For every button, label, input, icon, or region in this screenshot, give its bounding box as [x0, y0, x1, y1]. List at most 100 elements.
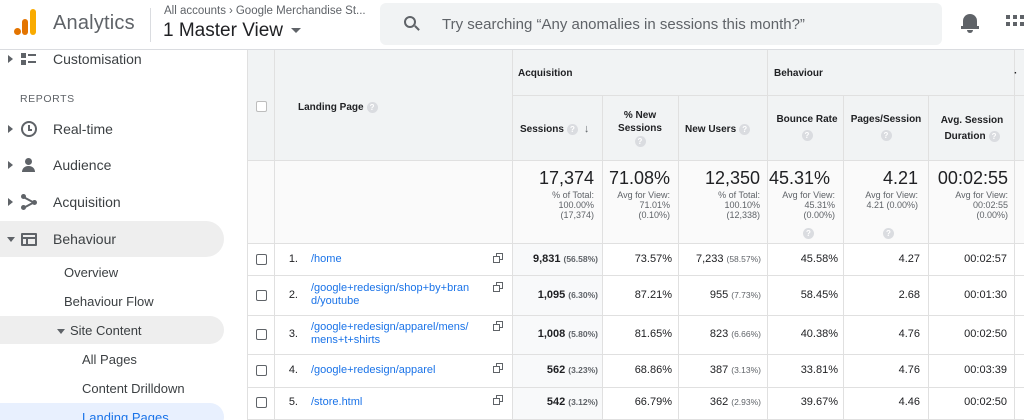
open-page-icon[interactable] — [493, 321, 504, 331]
help-icon[interactable]: ? — [739, 123, 751, 135]
column-header-bounce-rate[interactable]: Bounce Rate? — [776, 114, 838, 141]
help-icon[interactable]: ? — [566, 123, 578, 135]
app-name: Analytics — [53, 12, 135, 34]
landing-page-link[interactable]: /google+redesign/shop+by+bran d/youtube — [311, 282, 470, 307]
new-sessions-cell: 68.86% — [634, 364, 672, 376]
sidebar-item-realtime[interactable]: Real-time — [0, 111, 247, 147]
select-all-checkbox[interactable] — [256, 101, 267, 112]
landing-page-link[interactable]: /google+redesign/apparel/mens/mens+t+shi… — [311, 321, 469, 346]
search-input[interactable] — [442, 3, 922, 45]
view-selector[interactable]: 1 Master View — [163, 20, 302, 42]
avg-duration-cell: 00:02:50 — [964, 328, 1007, 340]
bounce-rate-cell: 58.45% — [800, 289, 838, 301]
row-checkbox[interactable] — [256, 329, 267, 340]
header-divider — [150, 8, 151, 42]
sidebar-item-acquisition[interactable]: Acquisition — [0, 184, 247, 220]
help-icon[interactable]: ? — [883, 228, 894, 239]
open-page-icon[interactable] — [493, 395, 504, 405]
total-new-users-note: % of Total: 100.10% (12,338) — [718, 190, 760, 220]
site-content-highlight — [0, 316, 224, 344]
column-header-landing-page[interactable]: Landing Page? — [298, 101, 378, 114]
view-title: 1 Master View — [163, 20, 284, 41]
breadcrumb-account[interactable]: Google Merchandise St... — [235, 5, 366, 17]
landing-page-link[interactable]: /store.html — [311, 396, 363, 408]
help-icon[interactable]: ? — [801, 129, 813, 141]
bell-icon[interactable] — [961, 13, 979, 33]
pages-session-cell: 4.27 — [898, 253, 920, 265]
sidebar-subitem-overview[interactable]: Overview — [64, 265, 119, 280]
landing-page-link[interactable]: /home — [311, 253, 342, 265]
bounce-rate-cell: 39.67% — [800, 396, 838, 408]
open-page-icon[interactable] — [493, 253, 504, 263]
reports-section-label: REPORTS — [20, 93, 75, 105]
total-pages-session: 4.21 — [882, 168, 918, 188]
row-checkbox[interactable] — [256, 254, 267, 265]
person-icon — [21, 157, 37, 173]
sidebar-subitem-site-content[interactable]: Site Content — [57, 323, 142, 338]
new-sessions-cell: 73.57% — [634, 253, 672, 265]
new-sessions-cell: 87.21% — [634, 289, 672, 301]
column-header-new-users[interactable]: New Users? — [685, 123, 751, 136]
pages-session-cell: 4.46 — [898, 396, 920, 408]
totals-row-bg — [248, 160, 1024, 243]
sidebar-subitem-behaviour-flow[interactable]: Behaviour Flow — [64, 294, 154, 309]
sidebar-subitem-landing-pages[interactable]: Landing Pages — [82, 410, 169, 420]
help-icon[interactable]: ? — [366, 101, 378, 113]
sidebar-item-customisation[interactable]: Customisation — [0, 50, 247, 77]
sidebar-subitem-all-pages[interactable]: All Pages — [82, 352, 137, 367]
analytics-logo[interactable] — [14, 9, 38, 35]
sort-down-icon[interactable]: ↓ — [583, 123, 590, 135]
row-checkbox[interactable] — [256, 397, 267, 408]
sidebar-item-audience[interactable]: Audience — [0, 147, 247, 183]
pages-session-cell: 4.76 — [898, 364, 920, 376]
pages-session-cell: 4.76 — [898, 328, 920, 340]
sessions-cell: 9,831 (56.58%) — [532, 253, 598, 265]
sidebar-item-behaviour[interactable]: Behaviour — [0, 221, 224, 257]
row-number: 2. — [288, 289, 298, 301]
help-icon[interactable]: ? — [803, 228, 814, 239]
help-icon[interactable]: ? — [634, 135, 646, 147]
open-page-icon[interactable] — [493, 363, 504, 373]
help-icon[interactable]: ? — [988, 130, 1000, 142]
row-checkbox[interactable] — [256, 290, 267, 301]
open-page-icon[interactable] — [493, 282, 504, 292]
sidebar-item-label: Audience — [53, 157, 112, 173]
logo-bar-small — [14, 28, 21, 35]
sidebar-subitem-content-drilldown[interactable]: Content Drilldown — [82, 381, 185, 396]
bounce-rate-cell: 33.81% — [800, 364, 838, 376]
new-users-cell: 823 (6.66%) — [709, 328, 761, 340]
sidebar-item-label: Behaviour — [53, 231, 117, 247]
column-header-pages-session[interactable]: Pages/Session? — [850, 114, 922, 141]
breadcrumb[interactable]: All accounts › Google Merchandise St... — [164, 5, 369, 17]
site-content-label: Site Content — [70, 323, 142, 338]
new-sessions-cell: 81.65% — [634, 328, 672, 340]
avg-duration-cell: 00:03:39 — [964, 364, 1007, 376]
logo-bar-medium — [22, 19, 28, 35]
column-header-new-sessions[interactable]: % New Sessions? — [618, 110, 662, 147]
column-header-sessions[interactable]: Sessions? ↓ — [520, 123, 590, 135]
avg-duration-cell: 00:02:50 — [964, 396, 1007, 408]
expand-arrow-icon — [8, 125, 13, 133]
avg-duration-cell: 00:02:57 — [964, 253, 1007, 265]
new-users-cell: 387 (3.13%) — [709, 364, 761, 376]
landing-page-link[interactable]: /google+redesign/apparel — [311, 364, 436, 376]
sorted-column-bg — [512, 243, 602, 420]
new-sessions-cell: 66.79% — [634, 396, 672, 408]
collapse-arrow-icon — [7, 237, 15, 242]
apps-grid-icon[interactable] — [1006, 15, 1024, 33]
column-header-avg-duration[interactable]: Avg. Session Duration? — [940, 115, 1004, 142]
help-icon[interactable]: ? — [880, 129, 892, 141]
chevron-right-icon: › — [229, 5, 233, 17]
row-number: 1. — [288, 253, 298, 265]
group-header-next: · — [1014, 68, 1018, 79]
total-sessions-note: % of Total: 100.00% (17,374) — [552, 190, 594, 220]
row-checkbox[interactable] — [256, 365, 267, 376]
top-header: Analytics All accounts › Google Merchandis… — [0, 0, 1024, 50]
sessions-cell: 1,008 (5.80%) — [537, 328, 598, 340]
sessions-cell: 562 (3.23%) — [546, 364, 598, 376]
sidebar-item-label: Real-time — [53, 121, 113, 137]
search-bar[interactable] — [380, 3, 942, 45]
clock-icon — [21, 121, 37, 137]
breadcrumb-root[interactable]: All accounts — [164, 5, 227, 17]
landing-pages-highlight — [0, 403, 224, 420]
